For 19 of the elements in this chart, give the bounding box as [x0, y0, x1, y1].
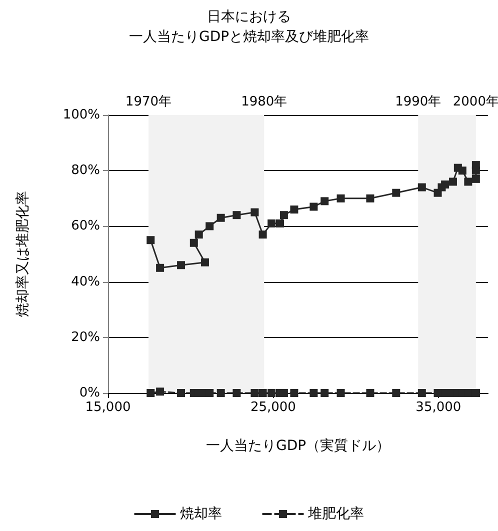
text: 1970年 [125, 94, 172, 110]
x-tick-label: 15,000 [85, 400, 131, 415]
x-tick-label: 35,000 [416, 400, 462, 415]
chart-title: 日本における [207, 9, 291, 25]
text: 1980年 [241, 94, 288, 110]
y-axis-title: 焼却率又は堆肥化率 [15, 191, 31, 317]
text: 1990年 [395, 94, 442, 110]
x-axis-title: 一人当たりGDP（実質ドル） [206, 438, 390, 454]
y-tick-label: 60% [71, 218, 100, 234]
y-tick-label: 100% [62, 108, 100, 122]
chart-subtitle: 一人当たりGDPと焼却率及び堆肥化率 [128, 29, 370, 45]
y-tick-label: 0% [79, 386, 100, 400]
y-tick-label: 40% [71, 274, 100, 290]
text: 2000年 [452, 94, 498, 110]
legend-label: 堆肥化率 [307, 506, 364, 522]
y-tick-label: 20% [71, 330, 100, 345]
x-tick-label: 25,000 [250, 400, 296, 415]
y-tick-label: 80% [71, 163, 100, 178]
legend-label: 焼却率 [180, 506, 222, 522]
